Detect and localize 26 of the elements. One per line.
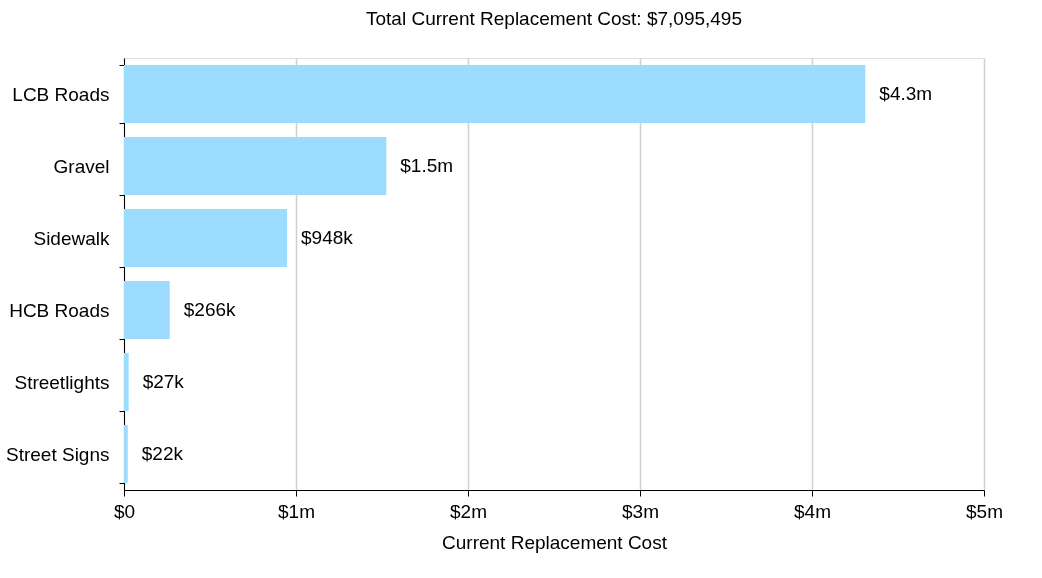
y-tick-label: LCB Roads [12,83,110,105]
x-tick-label: $2m [450,500,487,522]
data-label: $948k [301,227,354,248]
bar [124,281,170,339]
data-label: $4.3m [879,83,933,104]
data-label: $1.5m [400,155,454,176]
y-tick-label: Streetlights [14,371,110,393]
y-tick-label: Gravel [53,155,110,177]
y-tick-label: Street Signs [6,443,110,465]
y-tick-label: HCB Roads [9,299,110,321]
x-tick-label: $0 [113,500,136,522]
bar [124,209,288,267]
bar [124,425,128,483]
x-tick-label: $1m [278,500,315,522]
bar [124,65,866,123]
bar [124,137,387,195]
data-label: $266k [183,299,237,320]
x-axis-title: Current Replacement Cost [442,531,668,553]
y-tick-label: Sidewalk [33,227,110,249]
x-tick-label: $4m [794,500,831,522]
x-tick-label: $3m [622,500,659,522]
data-label: $27k [142,371,185,392]
data-label: $22k [141,443,184,464]
x-tick-label: $5m [966,500,1003,522]
chart-title: Total Current Replacement Cost: $7,095,495 [366,8,742,29]
bar [124,353,129,411]
